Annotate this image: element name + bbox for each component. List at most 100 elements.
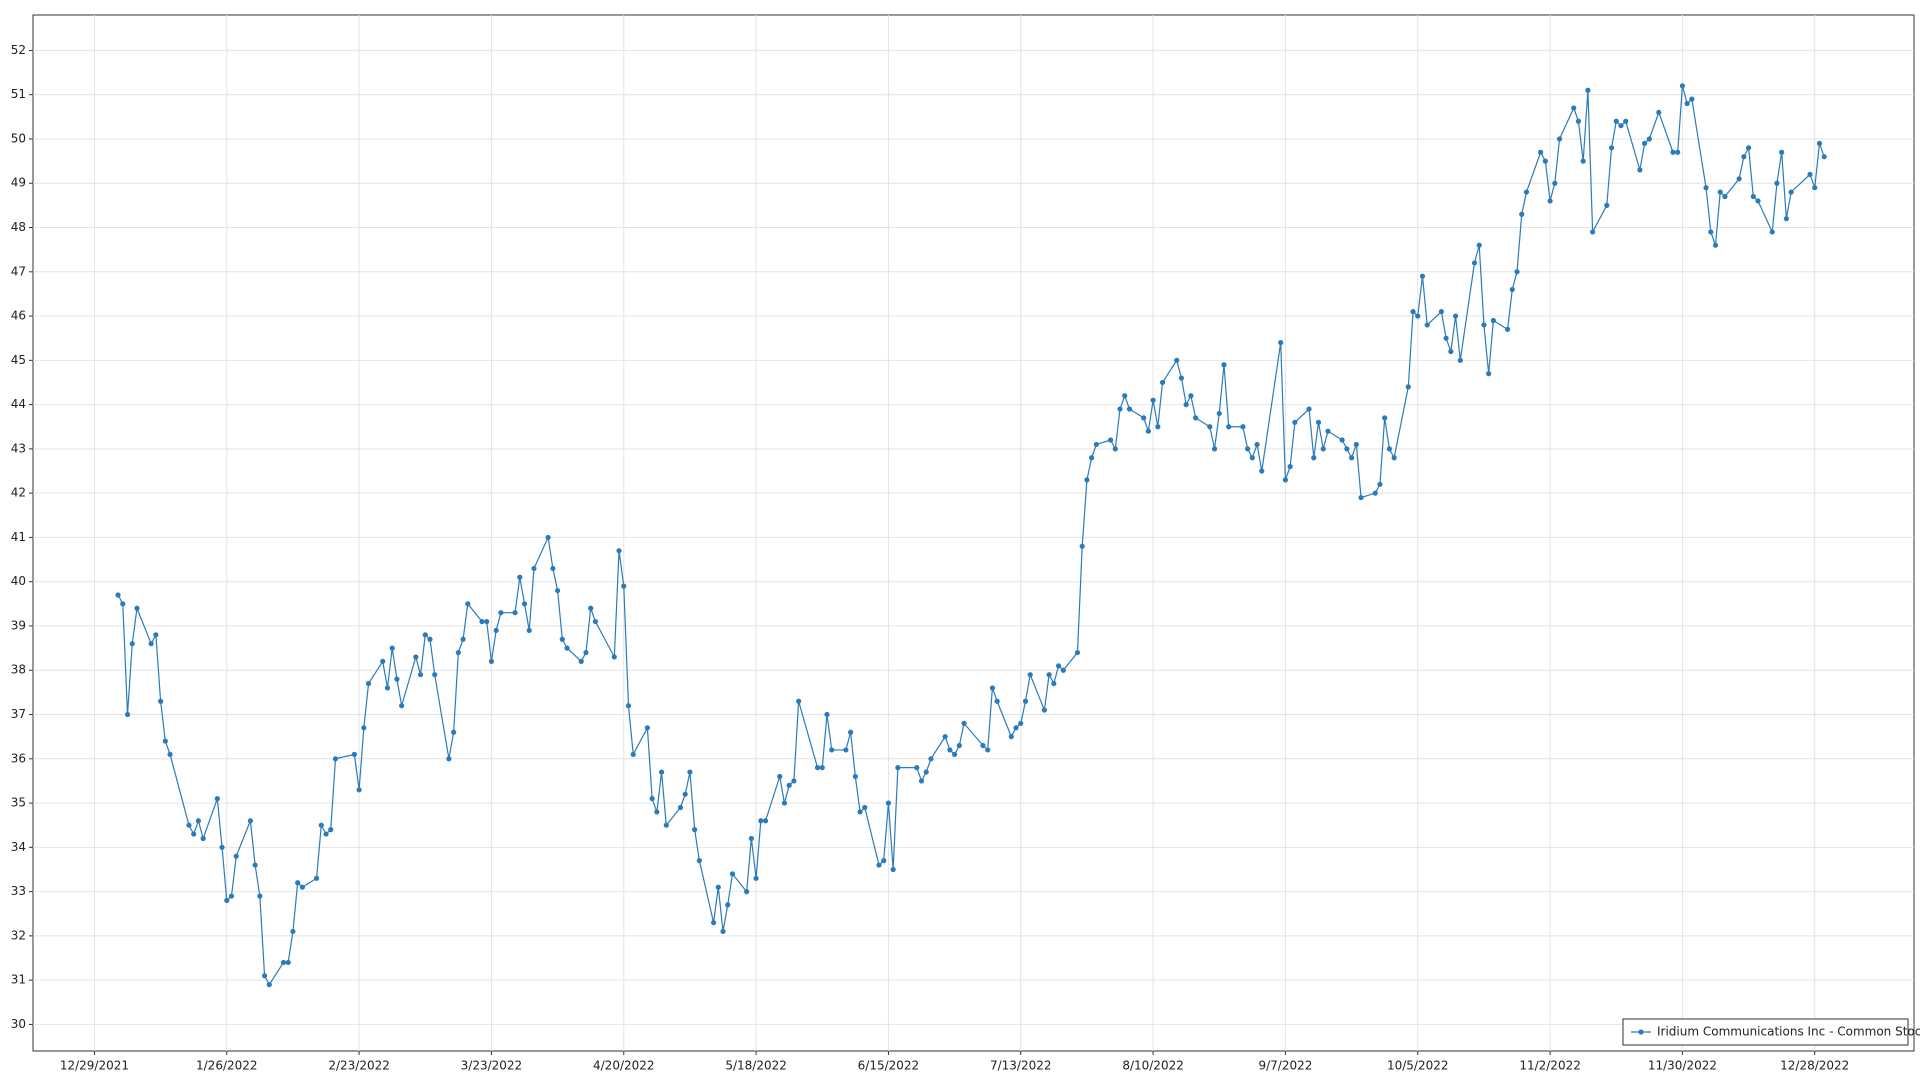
data-point xyxy=(451,729,457,735)
data-point xyxy=(191,831,197,837)
data-point xyxy=(1339,437,1345,443)
data-point xyxy=(1670,149,1676,155)
data-point xyxy=(1240,424,1246,430)
data-point xyxy=(365,680,372,687)
data-point xyxy=(446,756,452,762)
data-point xyxy=(942,734,948,740)
data-point xyxy=(1093,441,1099,448)
data-point xyxy=(1150,397,1156,403)
data-point xyxy=(1325,428,1331,434)
data-point xyxy=(715,884,721,890)
data-point xyxy=(1821,154,1827,160)
data-point xyxy=(332,756,339,762)
data-point xyxy=(961,720,967,726)
data-point xyxy=(1722,193,1728,200)
data-point xyxy=(299,884,305,890)
x-tick-label: 8/10/2022 xyxy=(1122,1059,1184,1073)
data-point xyxy=(1684,100,1690,107)
data-point xyxy=(1708,229,1714,235)
data-point xyxy=(748,835,754,842)
data-point xyxy=(521,601,528,607)
data-point xyxy=(1022,698,1029,704)
legend-box xyxy=(1622,1018,1909,1046)
data-point xyxy=(918,778,925,784)
data-point xyxy=(1055,663,1062,669)
data-point xyxy=(1084,477,1090,483)
data-point xyxy=(1745,145,1752,151)
data-point xyxy=(214,796,220,802)
data-point xyxy=(1481,322,1487,328)
data-point xyxy=(592,618,599,625)
x-tick-label: 7/13/2022 xyxy=(990,1059,1052,1073)
data-point xyxy=(796,698,802,704)
y-tick-label: 38 xyxy=(11,663,26,677)
x-tick-label: 1/26/2022 xyxy=(196,1059,258,1073)
data-point xyxy=(1486,371,1492,377)
data-point xyxy=(1292,419,1298,425)
data-point xyxy=(654,809,660,815)
data-point xyxy=(1637,167,1643,173)
data-point xyxy=(484,618,490,625)
data-point xyxy=(1117,406,1123,412)
data-point xyxy=(295,880,301,886)
data-point xyxy=(257,893,263,899)
data-point xyxy=(1642,140,1648,146)
data-point xyxy=(1509,286,1515,293)
data-point xyxy=(399,703,405,709)
data-point xyxy=(1736,176,1742,182)
x-tick-label: 4/20/2022 xyxy=(593,1059,655,1073)
data-point xyxy=(890,866,896,873)
data-point xyxy=(1774,180,1780,186)
data-point xyxy=(1112,446,1118,452)
data-point xyxy=(852,773,858,780)
data-point xyxy=(1358,494,1364,501)
data-point xyxy=(843,747,849,753)
data-point xyxy=(290,928,296,935)
data-point xyxy=(1580,158,1586,164)
data-point xyxy=(1812,185,1818,191)
data-point xyxy=(710,920,717,926)
data-point xyxy=(200,835,206,842)
data-point xyxy=(1259,468,1265,474)
data-point xyxy=(682,791,688,797)
x-tick-label: 9/7/2022 xyxy=(1258,1059,1312,1073)
data-point xyxy=(885,800,892,806)
y-tick-label: 47 xyxy=(11,264,26,278)
data-point xyxy=(233,853,239,859)
data-point xyxy=(129,641,135,647)
data-point xyxy=(1703,185,1709,191)
data-point xyxy=(526,627,532,634)
data-point xyxy=(1382,415,1388,421)
y-tick-label: 39 xyxy=(11,618,26,632)
y-tick-label: 45 xyxy=(11,353,26,367)
y-tick-label: 51 xyxy=(11,87,26,101)
data-point xyxy=(583,649,589,656)
data-point xyxy=(777,773,783,780)
data-point xyxy=(1623,118,1629,124)
data-point xyxy=(545,534,551,541)
data-point xyxy=(247,818,254,824)
data-point xyxy=(928,756,934,762)
data-point xyxy=(1547,198,1553,204)
data-point xyxy=(616,548,622,554)
data-point xyxy=(1306,406,1312,412)
data-point xyxy=(261,973,268,979)
data-point xyxy=(323,831,329,837)
data-point xyxy=(1344,446,1350,452)
data-point xyxy=(266,981,272,988)
data-point xyxy=(985,747,991,753)
data-point xyxy=(829,747,835,753)
data-point xyxy=(824,711,830,718)
data-point xyxy=(531,565,537,572)
data-point xyxy=(328,827,334,833)
data-point xyxy=(1424,322,1430,328)
data-point xyxy=(625,703,632,709)
data-point xyxy=(611,654,617,660)
data-point xyxy=(1755,198,1761,204)
data-point xyxy=(980,742,986,749)
data-point xyxy=(1571,105,1577,111)
data-point xyxy=(1613,118,1619,124)
data-point xyxy=(630,751,636,757)
data-point xyxy=(455,649,461,656)
data-point xyxy=(512,610,518,616)
